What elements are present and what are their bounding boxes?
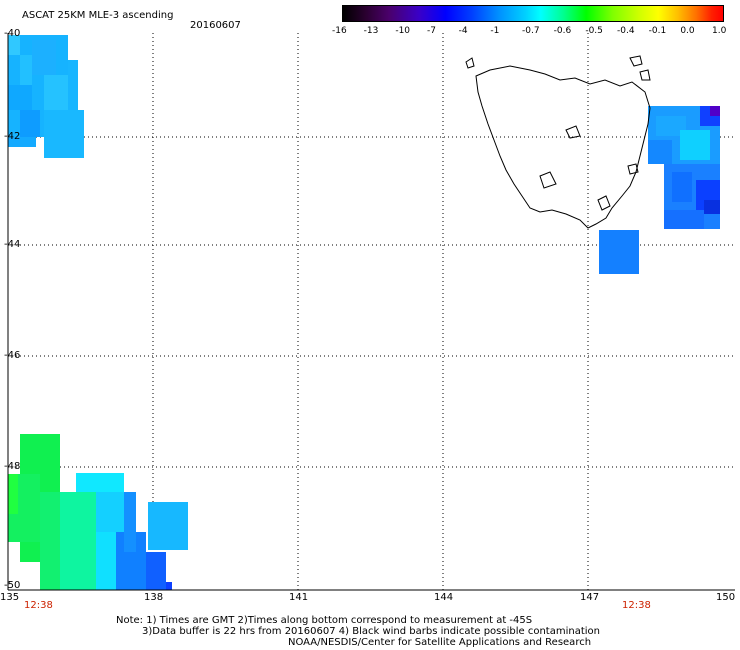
colorbar-label: -0.6 xyxy=(553,26,572,36)
colorbar-label: -0.4 xyxy=(617,26,635,36)
y-tick-label: -46 xyxy=(4,350,21,361)
x-tick-label: 141 xyxy=(289,592,309,603)
colorbar-label: -7 xyxy=(427,26,436,36)
swath-right xyxy=(599,106,720,274)
swath-topleft xyxy=(8,35,84,158)
colorbar-label: -4 xyxy=(458,26,468,36)
colorbar-label: -1 xyxy=(490,26,500,36)
footer-note-3: NOAA/NESDIS/Center for Satellite Applica… xyxy=(288,637,592,648)
x-tick-label: 150 xyxy=(716,592,736,603)
colorbar-label: -0.5 xyxy=(585,26,603,36)
colorbar-label: 1.0 xyxy=(712,26,727,36)
y-tick-label: -42 xyxy=(4,131,21,142)
y-tick-label: -50 xyxy=(4,580,21,591)
colorbar xyxy=(342,5,724,22)
swath-bottomleft xyxy=(8,434,188,590)
product-title: ASCAT 25KM MLE-3 ascending xyxy=(22,10,174,21)
footer-note-1: Note: 1) Times are GMT 2)Times along bot… xyxy=(116,615,533,626)
colorbar-label: 0.0 xyxy=(680,26,695,36)
time-label: 12:38 xyxy=(622,600,651,611)
axes-frame xyxy=(7,33,735,591)
colorbar-label: -16 xyxy=(332,26,347,36)
y-tick-label: -44 xyxy=(4,239,21,250)
x-tick-label: 135 xyxy=(0,592,20,603)
y-tick-label: -48 xyxy=(4,461,21,472)
colorbar-label: -10 xyxy=(395,26,411,36)
tasmania-coastline xyxy=(465,55,651,229)
colorbar-label: -0.1 xyxy=(648,26,667,36)
time-label: 12:38 xyxy=(24,600,53,611)
footer-note-2: 3)Data buffer is 22 hrs from 20160607 4)… xyxy=(142,626,600,637)
colorbar-label: -0.7 xyxy=(522,26,540,36)
x-tick-label: 147 xyxy=(580,592,600,603)
product-date: 20160607 xyxy=(190,20,241,31)
x-tick-label: 138 xyxy=(144,592,164,603)
grid-lines xyxy=(8,33,735,590)
colorbar-label: -13 xyxy=(363,26,379,36)
y-tick-label: -40 xyxy=(4,28,21,39)
x-tick-label: 144 xyxy=(434,592,454,603)
